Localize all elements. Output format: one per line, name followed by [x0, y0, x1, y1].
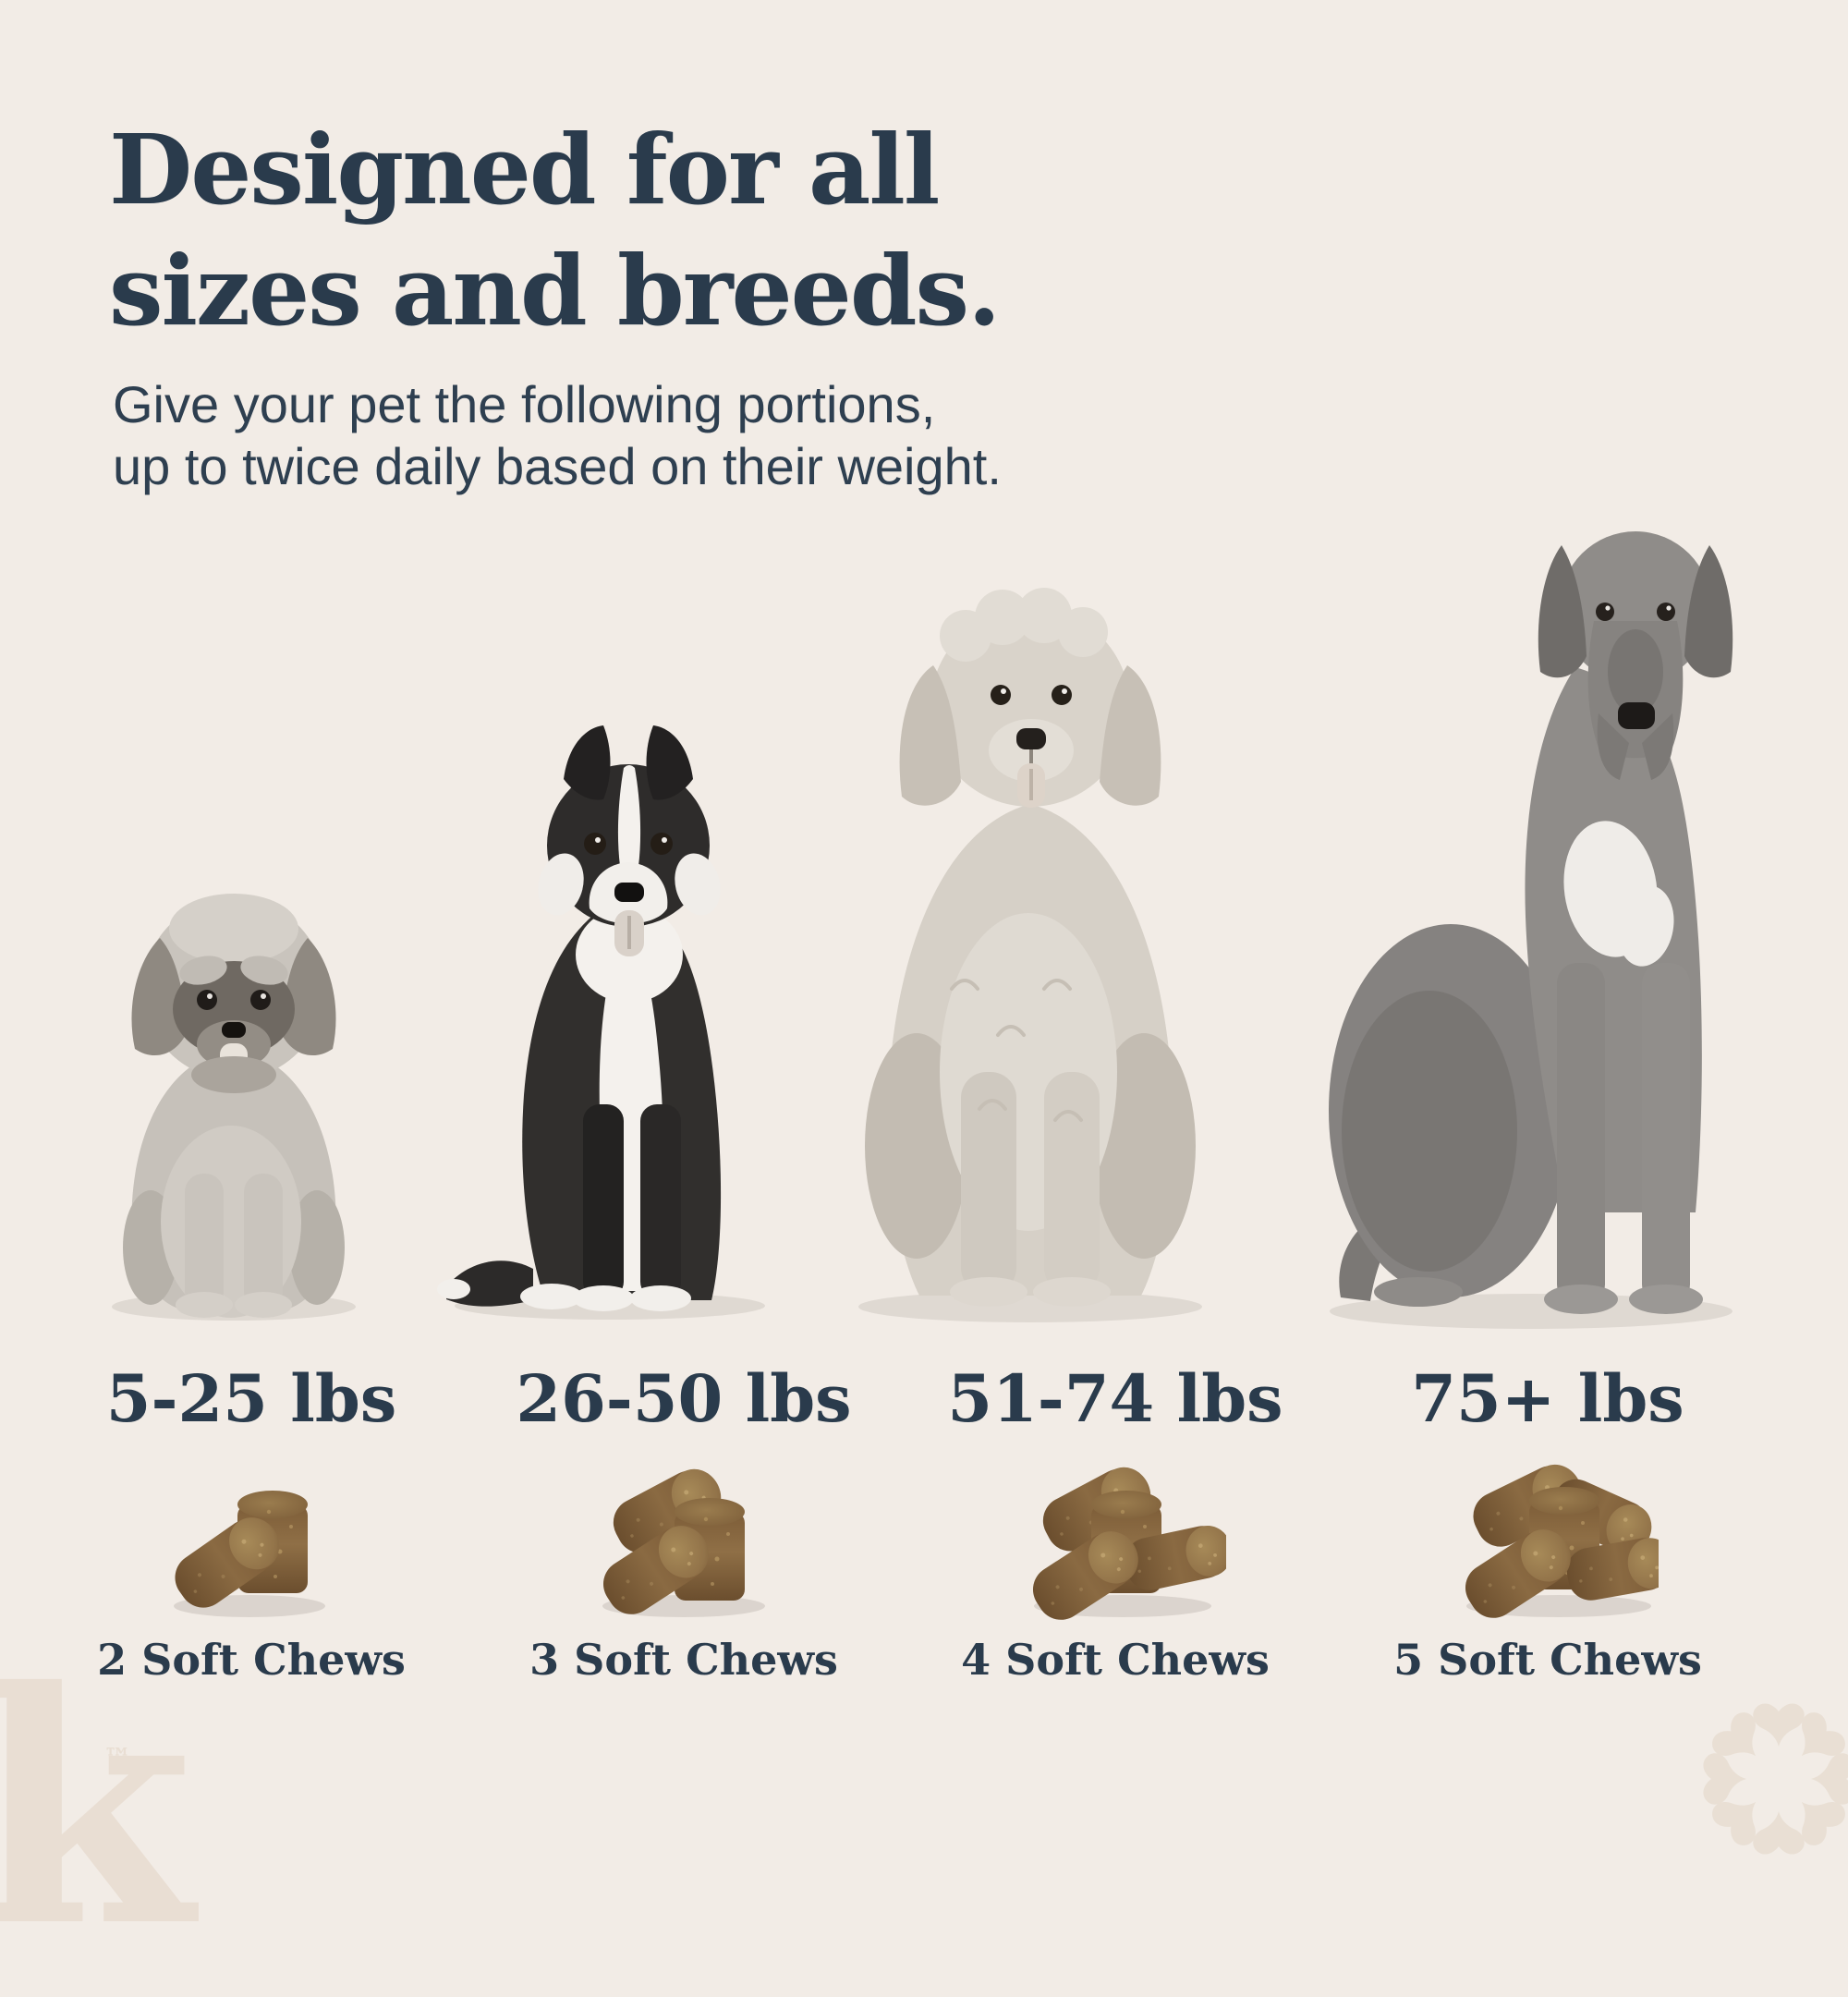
weight-range-label: 75+ lbs — [1411, 1360, 1684, 1437]
brand-k-watermark: k — [0, 1623, 194, 1997]
chew-pile-2-image — [165, 1491, 325, 1617]
chew-pile-3-image — [594, 1459, 765, 1624]
subtitle-line-1: Give your pet the following portions, — [113, 375, 936, 433]
chew-pile-4-image — [1024, 1457, 1226, 1629]
border-collie-dog-image — [437, 725, 765, 1320]
portion-label: 4 Soft Chews — [961, 1635, 1270, 1685]
chew-pile-5-image — [1456, 1455, 1659, 1627]
heart-flower-paw-icon — [1703, 1703, 1848, 1855]
weight-range-label: 51-74 lbs — [947, 1360, 1283, 1437]
portion-column-medium: 26-50 lbs 3 Soft Chews — [467, 1357, 901, 1763]
trademark-symbol: ™ — [103, 1743, 131, 1775]
portion-column-small: 5-25 lbs 2 Soft Chews — [34, 1357, 468, 1763]
portion-label: 2 Soft Chews — [97, 1635, 406, 1685]
weight-range-label: 5-25 lbs — [105, 1360, 397, 1437]
shih-tzu-dog-image — [112, 894, 356, 1321]
weight-range-label: 26-50 lbs — [516, 1360, 852, 1437]
title-line-1: Designed for all — [109, 113, 940, 226]
great-dane-dog-image — [1329, 531, 1733, 1329]
portion-label: 5 Soft Chews — [1393, 1635, 1702, 1685]
goldendoodle-dog-image — [858, 588, 1202, 1322]
subtitle-line-2: up to twice daily based on their weight. — [113, 437, 1002, 496]
portion-label: 3 Soft Chews — [529, 1635, 838, 1685]
infographic-page: { "header": { "title_line1": "Designed f… — [0, 109, 1848, 1969]
portion-column-large: 51-74 lbs 4 Soft Chews — [898, 1357, 1332, 1763]
page-title: Designed for all sizes and breeds. — [109, 109, 1403, 351]
page-subtitle: Give your pet the following portions, up… — [113, 373, 1314, 497]
title-line-2: sizes and breeds. — [109, 234, 1001, 348]
portion-column-giant: 75+ lbs 5 Soft Chews — [1331, 1357, 1765, 1763]
